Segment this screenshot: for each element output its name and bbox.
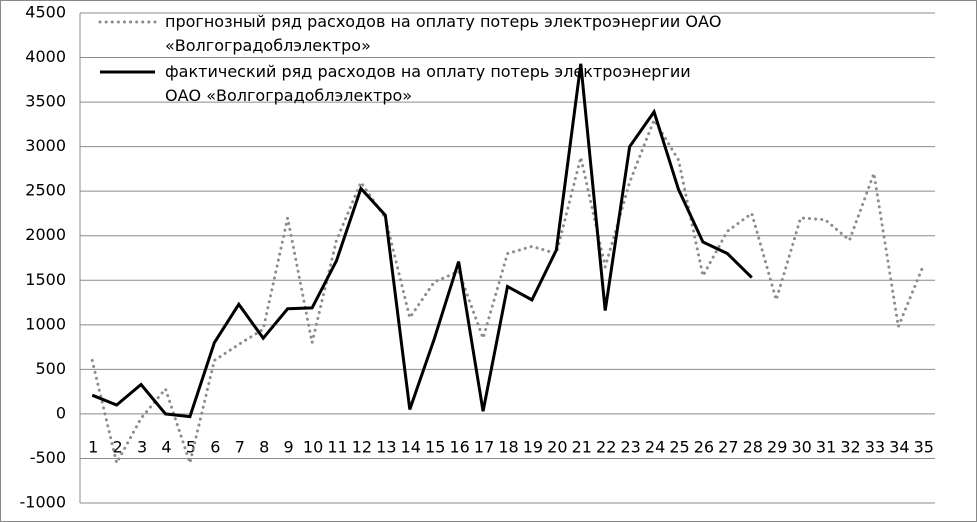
- x-tick-label: 21: [572, 437, 592, 456]
- legend-label: прогнозный ряд расходов на оплату потерь…: [165, 12, 722, 55]
- x-tick-label: 35: [914, 437, 934, 456]
- x-tick-label: 3: [137, 437, 147, 456]
- x-tick-label: 5: [186, 437, 196, 456]
- x-tick-label: 14: [401, 437, 421, 456]
- x-tick-label: 12: [352, 437, 372, 456]
- y-tick-label: -500: [30, 448, 66, 467]
- y-tick-label: 1000: [25, 314, 66, 333]
- x-tick-label: 6: [210, 437, 220, 456]
- x-tick-label: 9: [284, 437, 294, 456]
- x-tick-label: 7: [235, 437, 245, 456]
- x-tick-label: 32: [840, 437, 860, 456]
- x-tick-label: 17: [474, 437, 494, 456]
- x-tick-label: 29: [767, 437, 787, 456]
- x-tick-label: 11: [327, 437, 347, 456]
- y-tick-label: 3000: [25, 136, 66, 155]
- series-line: [90, 116, 925, 469]
- x-tick-label: 24: [645, 437, 665, 456]
- legend-label: фактический ряд расходов на оплату потер…: [165, 62, 691, 105]
- x-tick-label: 25: [669, 437, 689, 456]
- x-tick-label: 27: [718, 437, 738, 456]
- y-tick-label: -1000: [20, 493, 67, 512]
- x-tick-label: 18: [498, 437, 518, 456]
- y-tick-label: 3500: [25, 92, 66, 111]
- y-tick-label: 2500: [25, 181, 66, 200]
- x-tick-label: 26: [694, 437, 714, 456]
- x-tick-label: 4: [161, 437, 171, 456]
- y-tick-label: 500: [35, 359, 66, 378]
- x-tick-label: 20: [547, 437, 567, 456]
- y-tick-label: 0: [56, 403, 66, 422]
- x-tick-label: 10: [303, 437, 323, 456]
- x-tick-label: 34: [889, 437, 909, 456]
- x-tick-label: 28: [743, 437, 763, 456]
- y-tick-label: 2000: [25, 225, 66, 244]
- x-tick-label: 2: [113, 437, 123, 456]
- x-tick-label: 19: [523, 437, 543, 456]
- y-tick-label: 4000: [25, 47, 66, 66]
- x-tick-label: 31: [816, 437, 836, 456]
- x-tick-label: 30: [791, 437, 811, 456]
- series-line: [91, 63, 753, 419]
- x-tick-label: 15: [425, 437, 445, 456]
- x-tick-label: 8: [259, 437, 269, 456]
- x-tick-label: 13: [376, 437, 396, 456]
- x-tick-label: 23: [620, 437, 640, 456]
- x-tick-label: 22: [596, 437, 616, 456]
- y-tick-label: 1500: [25, 270, 66, 289]
- x-tick-label: 16: [449, 437, 469, 456]
- x-tick-label: 33: [865, 437, 885, 456]
- x-tick-label: 1: [88, 437, 98, 456]
- y-tick-label: 4500: [25, 3, 66, 22]
